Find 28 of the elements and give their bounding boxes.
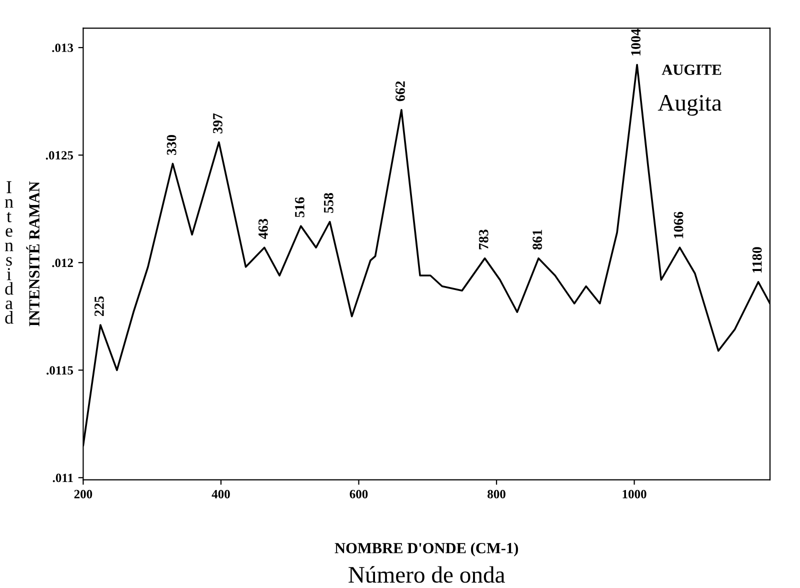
x-tick-label: 400	[212, 490, 230, 498]
annotation: 558	[324, 193, 334, 213]
annotation: 783	[478, 230, 488, 250]
annotation: 516	[295, 197, 304, 218]
annotation: 397	[213, 113, 222, 134]
annotation: 861	[532, 230, 542, 250]
y-tick-label: .0115	[46, 366, 74, 375]
x-tick-label: 200	[74, 490, 92, 498]
annotation: 225	[94, 296, 104, 316]
x-axis-title: NOMBRE D'ONDE (CM-1)	[334, 542, 518, 556]
annotation: 1066	[674, 212, 684, 238]
x-tick-label: 600	[350, 490, 368, 498]
annotation: AUGITE	[662, 64, 722, 75]
annotation: 662	[396, 81, 405, 102]
annotation: 463	[258, 218, 268, 240]
annotation: Augita	[658, 94, 722, 116]
y-tick-label: .013	[52, 44, 74, 52]
text: Intensidad	[4, 181, 14, 324]
y-tick-label: .011	[52, 474, 73, 482]
annotation: 330	[166, 135, 176, 155]
x-tick-label: 1000	[622, 490, 646, 498]
y-tick-label: .012	[52, 258, 73, 268]
y-axis-title: INTENSITÉ RAMAN	[26, 181, 40, 326]
text: Número de onda	[348, 566, 505, 583]
annotation: 1004	[631, 28, 641, 56]
annotation: 1180	[752, 247, 762, 273]
y-tick-label: .0125	[46, 151, 74, 160]
x-tick-label: 800	[488, 490, 506, 498]
